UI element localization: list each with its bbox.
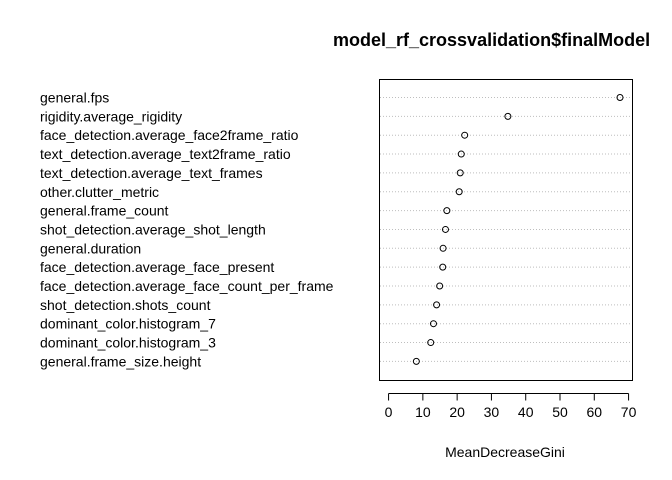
x-tick-label: 20 bbox=[449, 404, 465, 420]
x-tick-label: 70 bbox=[621, 404, 637, 420]
x-tick-label: 0 bbox=[385, 404, 393, 420]
category-label: face_detection.average_face_count_per_fr… bbox=[40, 278, 334, 294]
x-axis-title: MeanDecreaseGini bbox=[445, 444, 565, 460]
category-label: text_detection.average_text2frame_ratio bbox=[40, 146, 291, 162]
category-label: general.frame_count bbox=[40, 203, 169, 219]
category-labels: general.fps rigidity.average_rigidityface… bbox=[40, 90, 334, 370]
category-label: general.frame_size.height bbox=[40, 353, 201, 369]
category-label: general.duration bbox=[40, 240, 141, 256]
plot-frame bbox=[380, 80, 633, 381]
category-label: general.fps bbox=[40, 90, 109, 106]
grid-lines bbox=[380, 98, 632, 362]
category-label: dominant_color.histogram_3 bbox=[40, 335, 216, 351]
category-label: shot_detection.shots_count bbox=[40, 297, 211, 313]
category-label: dominant_color.histogram_7 bbox=[40, 316, 216, 332]
x-tick-label: 50 bbox=[552, 404, 568, 420]
category-label: face_detection.average_face2frame_ratio bbox=[40, 127, 299, 143]
category-label: shot_detection.average_shot_length bbox=[40, 221, 266, 237]
x-tick-label: 40 bbox=[518, 404, 534, 420]
category-label: other.clutter_metric bbox=[40, 184, 159, 200]
x-tick-label: 10 bbox=[415, 404, 431, 420]
category-label: face_detection.average_face_present bbox=[40, 259, 274, 275]
category-label: text_detection.average_text_frames bbox=[40, 165, 263, 181]
x-tick-label: 60 bbox=[586, 404, 602, 420]
x-axis: 0 10 20 30 40 50 60 70 bbox=[385, 394, 637, 421]
x-tick-label: 30 bbox=[484, 404, 500, 420]
category-label: rigidity.average_rigidity bbox=[40, 108, 182, 124]
